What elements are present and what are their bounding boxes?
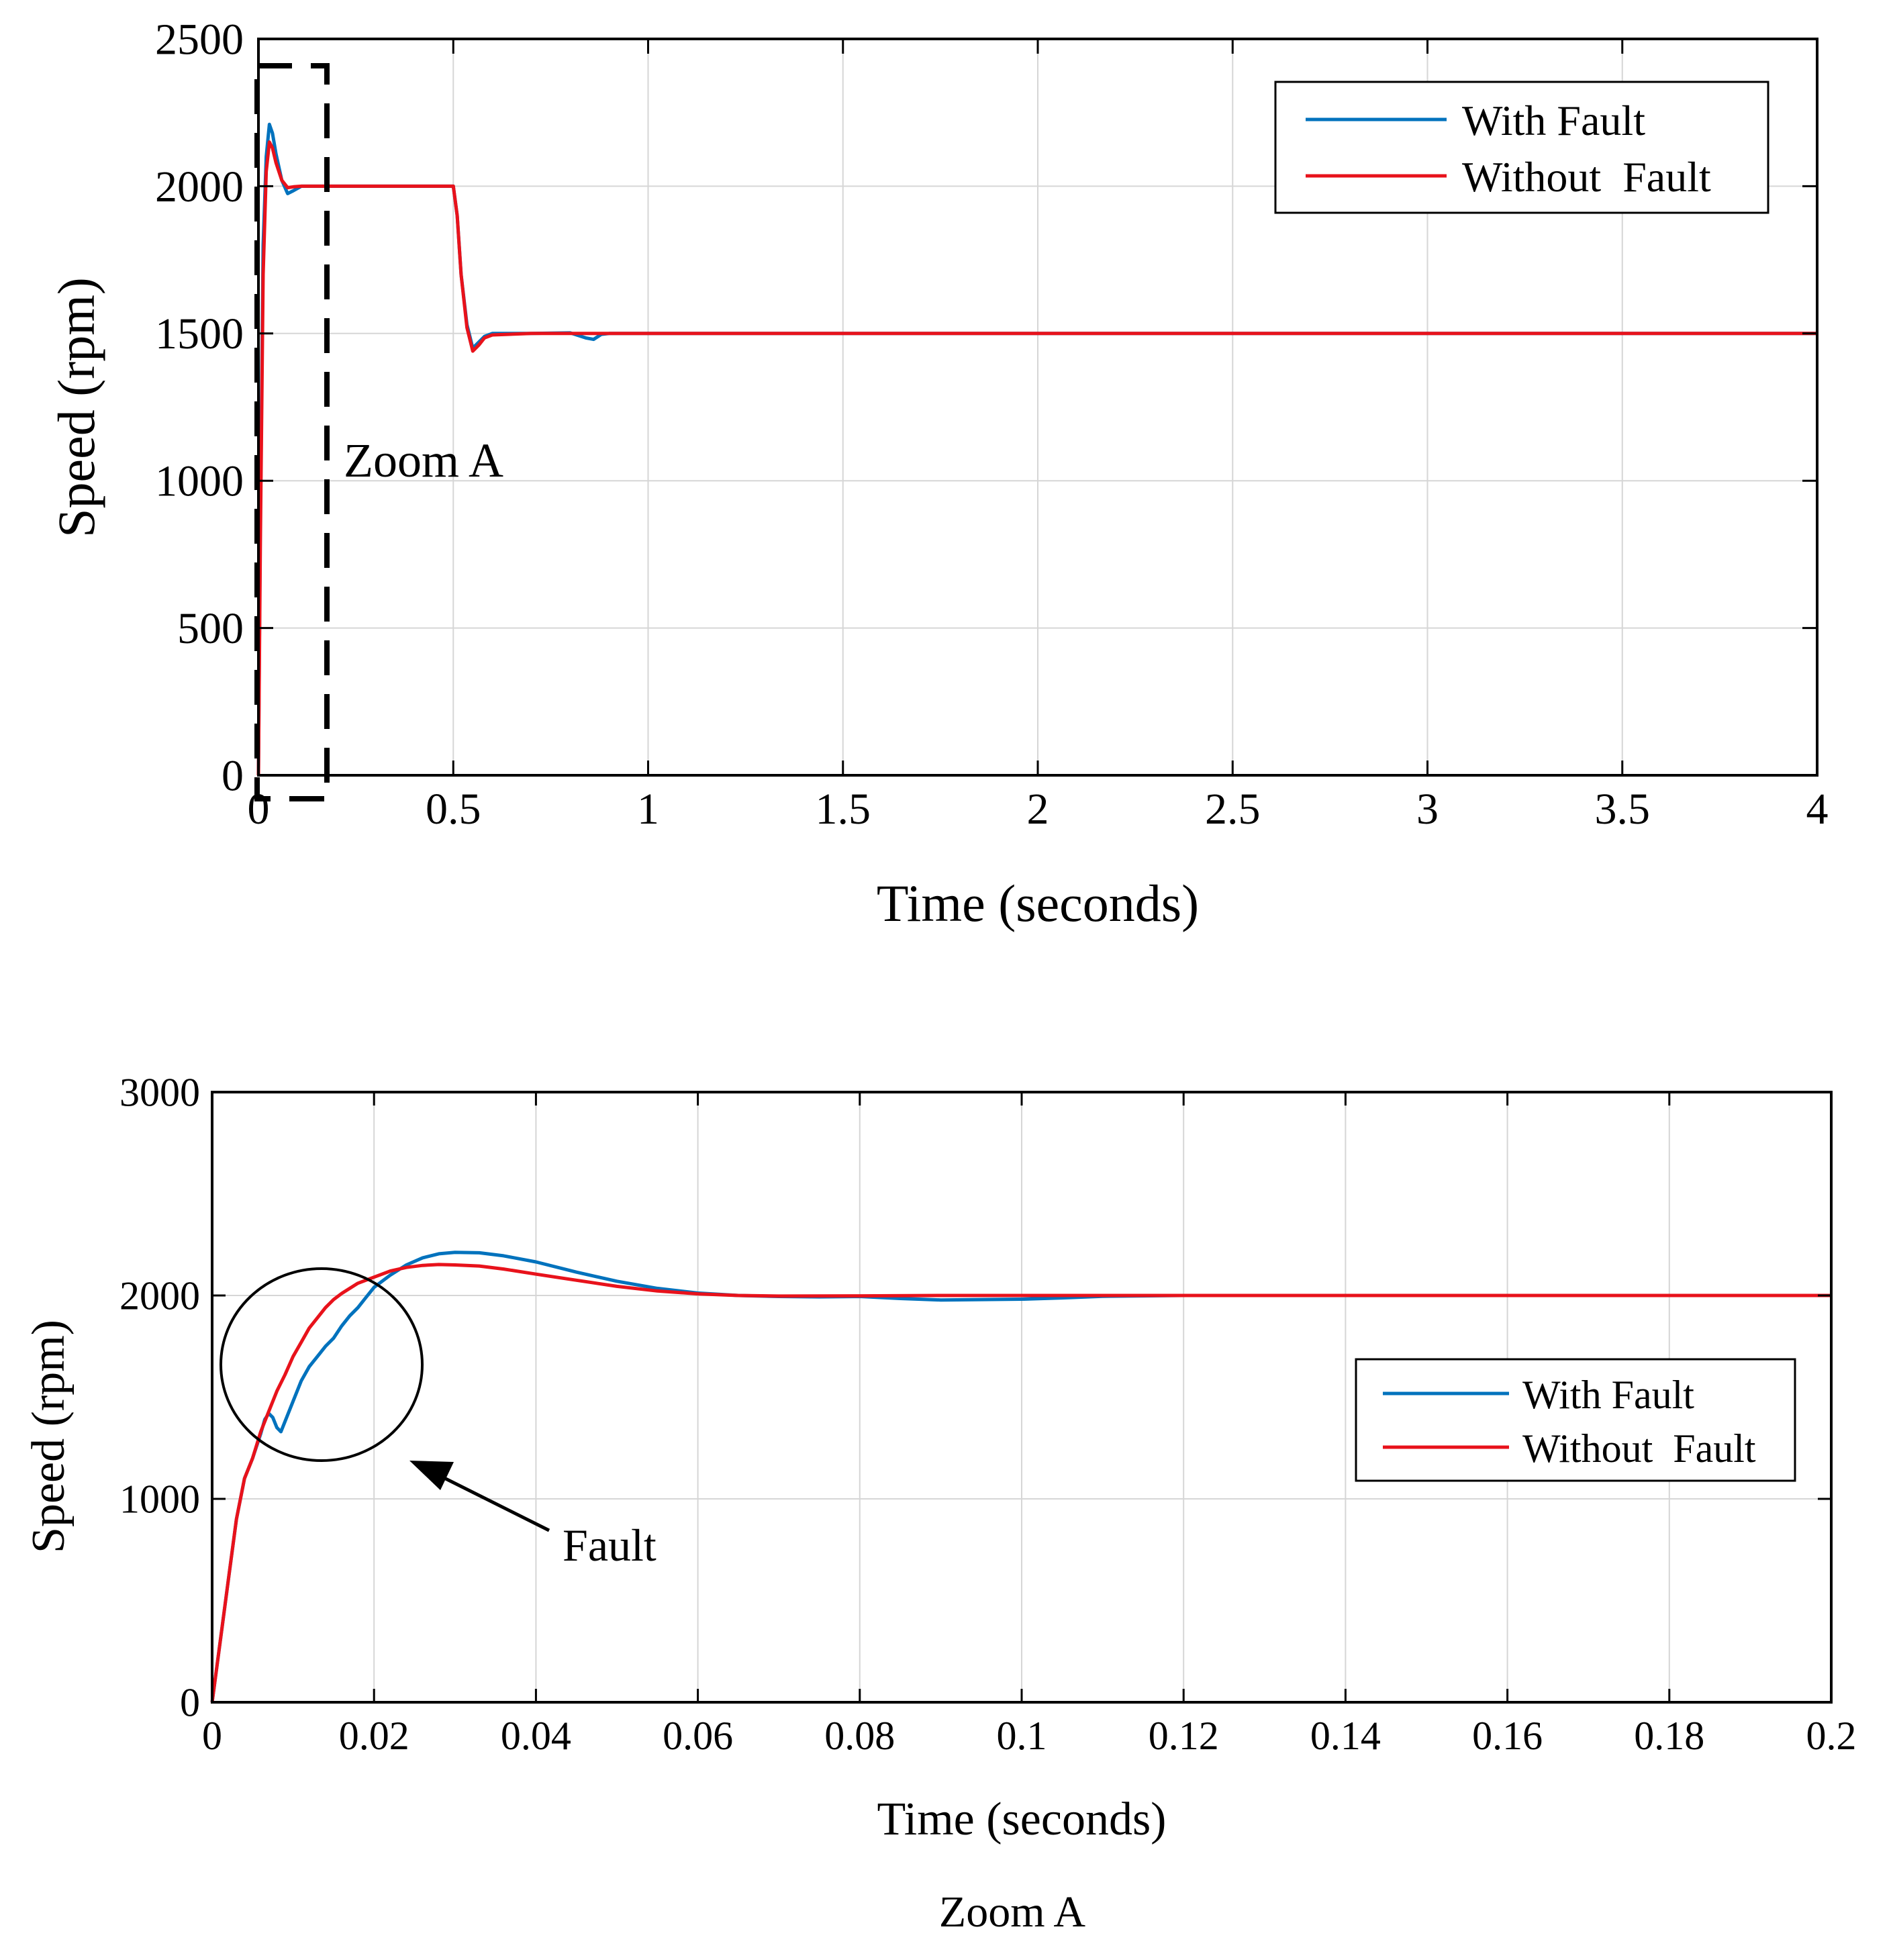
- full-ytick-label: 2000: [155, 162, 244, 211]
- fault-label: Fault: [563, 1520, 657, 1571]
- zoom-xtick-label: 0.08: [824, 1714, 895, 1758]
- zoom-x-axis-label: Time (seconds): [877, 1794, 1166, 1845]
- full-xtick-label: 2: [1027, 785, 1049, 834]
- zoom-xtick-label: 0.02: [339, 1714, 409, 1758]
- full-lines: [256, 122, 1817, 776]
- full-x-axis-label: Time (seconds): [877, 874, 1199, 932]
- zoom-xtick-label: 0.12: [1149, 1714, 1219, 1758]
- zoom-ytick-label: 1000: [119, 1477, 200, 1521]
- zoom-legend: With Fault Without Fault: [1355, 1358, 1796, 1482]
- full-legend-label-with-fault: With Fault: [1462, 97, 1645, 144]
- zoom-region-box: [254, 63, 330, 801]
- full-legend-box: [1274, 81, 1769, 214]
- zoom-xtick-label: 0.06: [663, 1714, 733, 1758]
- zoom-lines: [210, 1251, 1831, 1703]
- zoom-ytick-label: 0: [180, 1680, 200, 1724]
- zoom-xtick-label: 0.04: [501, 1714, 571, 1758]
- zoom-tick-labels: 0 0.02 0.04 0.06 0.08 0.1 0.12 0.14 0.16 0.18 0.2 0…: [119, 1070, 1857, 1758]
- fault-arrow-head: [409, 1461, 454, 1490]
- zoom-xtick-label: 0: [202, 1714, 222, 1758]
- full-xtick-label: 2.5: [1205, 785, 1261, 834]
- zoom-y-axis-label: Speed (rpm): [23, 1320, 75, 1553]
- chart-zoom: 0 0.02 0.04 0.06 0.08 0.1 0.12 0.14 0.16 0.18 0.2 0…: [23, 1070, 1857, 1937]
- full-xtick-label: 0.5: [426, 785, 481, 834]
- full-xtick-label: 1: [637, 785, 659, 834]
- zoom-region-label: Zoom A: [344, 434, 503, 487]
- full-legend-label-without-fault: Without Fault: [1462, 153, 1711, 201]
- zoom-xtick-label: 0.16: [1472, 1714, 1543, 1758]
- fault-arrow-shaft: [435, 1472, 550, 1532]
- zoom-series-line-without-fault: [210, 1263, 1831, 1703]
- zoom-ytick-label: 2000: [119, 1273, 200, 1318]
- full-ytick-label: 1000: [155, 457, 244, 506]
- full-series-line-without-fault: [256, 140, 1817, 776]
- full-ytick-label: 500: [177, 604, 244, 653]
- full-ytick-label: 2500: [155, 15, 244, 64]
- zoom-ticks: [211, 1091, 1833, 1704]
- zoom-ytick-label: 3000: [119, 1070, 200, 1114]
- zoom-xtick-label: 0.2: [1806, 1714, 1857, 1758]
- full-y-axis-label: Speed (rpm): [47, 277, 105, 538]
- zoom-legend-box: [1355, 1358, 1796, 1482]
- zoom-legend-label-without-fault: Without Fault: [1522, 1426, 1756, 1471]
- zoom-series-line-with-fault: [210, 1251, 1831, 1703]
- full-ticks: [257, 38, 1818, 777]
- zoom-legend-label-with-fault: With Fault: [1522, 1373, 1694, 1417]
- full-xtick-label: 3: [1416, 785, 1439, 834]
- zoom-xtick-label: 0.14: [1310, 1714, 1381, 1758]
- zoom-chart-caption: Zoom A: [939, 1888, 1086, 1937]
- zoom-xtick-label: 0.1: [997, 1714, 1047, 1758]
- full-xtick-label: 1.5: [816, 785, 871, 834]
- full-xtick-label: 4: [1806, 785, 1829, 834]
- full-ytick-label: 1500: [155, 309, 244, 358]
- fault-circle: [220, 1267, 424, 1462]
- zoom-xtick-label: 0.18: [1634, 1714, 1704, 1758]
- full-ytick-label: 0: [222, 751, 244, 800]
- full-legend: With Fault Without Fault: [1274, 81, 1769, 214]
- full-xtick-label: 3.5: [1595, 785, 1651, 834]
